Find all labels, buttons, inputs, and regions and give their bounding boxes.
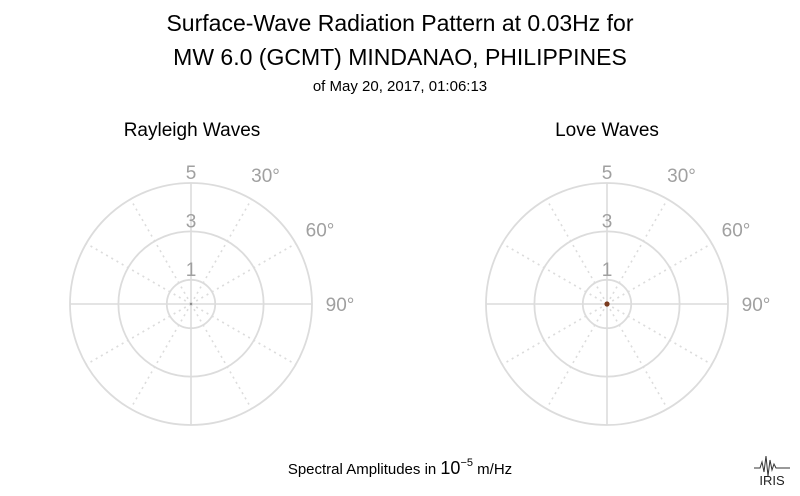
love-spoke-120: [606, 303, 713, 366]
love-theta-tick-label: 30°: [667, 166, 696, 187]
caption-unit: m/Hz: [472, 461, 513, 478]
love-r-tick-label: 3: [602, 211, 613, 232]
rayleigh-spoke-330: [129, 198, 192, 305]
rayleigh-ring-3: [117, 230, 265, 378]
love-r-tick-label: 5: [602, 163, 613, 184]
love-theta-tick-label: 90°: [742, 295, 771, 316]
love-r-tick-label: 1: [602, 260, 613, 281]
rayleigh-spoke-240: [85, 303, 192, 366]
love-ring-1: [581, 278, 633, 330]
caption-prefix: Spectral Amplitudes in: [287, 461, 441, 478]
rayleigh-spoke-30: [190, 198, 253, 305]
figure-subtitle: of May 20, 2017, 01:06:13: [312, 78, 488, 95]
rayleigh-spoke-210: [129, 303, 192, 410]
rayleigh-spoke-150: [190, 303, 253, 410]
love-panel-title: Love Waves: [555, 120, 659, 141]
love-spoke-330: [545, 198, 608, 305]
love-ring-5: [485, 182, 729, 426]
rayleigh-theta-tick-label: 60°: [306, 221, 335, 242]
love-pattern-marker: [604, 301, 610, 307]
iris-logo: IRIS: [754, 455, 790, 488]
rayleigh-pattern-marker: [189, 302, 193, 306]
love-theta-tick-label: 60°: [722, 221, 751, 242]
rayleigh-r-tick-label: 3: [186, 211, 197, 232]
rayleigh-spoke-60: [190, 242, 297, 305]
rayleigh-theta-tick-label: 30°: [251, 166, 280, 187]
rayleigh-ring-1: [165, 278, 217, 330]
rayleigh-r-tick-label: 5: [186, 163, 197, 184]
love-spoke-60: [606, 242, 713, 305]
caption-base: 10: [440, 458, 461, 478]
rayleigh-panel-title: Rayleigh Waves: [123, 120, 261, 141]
love-spoke-300: [501, 242, 608, 305]
love-spoke-240: [501, 303, 608, 366]
figure-title-line-2: MW 6.0 (GCMT) MINDANAO, PHILIPPINES: [173, 44, 627, 70]
amplitude-units-caption: Spectral Amplitudes in 10−5 m/Hz: [0, 457, 800, 479]
love-polar-plot: 1 3 5 30° 60° 90°: [485, 163, 771, 426]
rayleigh-polar-plot: 1 3 5 30° 60° 90°: [69, 163, 355, 426]
love-spoke-30: [606, 198, 669, 305]
rayleigh-r-tick-label: 1: [186, 260, 197, 281]
love-spoke-150: [606, 303, 669, 410]
iris-logo-text: IRIS: [759, 473, 785, 488]
rayleigh-theta-tick-label: 90°: [326, 295, 355, 316]
caption-exponent: −5: [460, 457, 473, 469]
love-spoke-210: [545, 303, 608, 410]
rayleigh-ring-5: [69, 182, 313, 426]
rayleigh-spoke-120: [190, 303, 297, 366]
figure-title-line-1: Surface-Wave Radiation Pattern at 0.03Hz…: [166, 10, 634, 36]
love-ring-3: [533, 230, 681, 378]
rayleigh-spoke-300: [85, 242, 192, 305]
